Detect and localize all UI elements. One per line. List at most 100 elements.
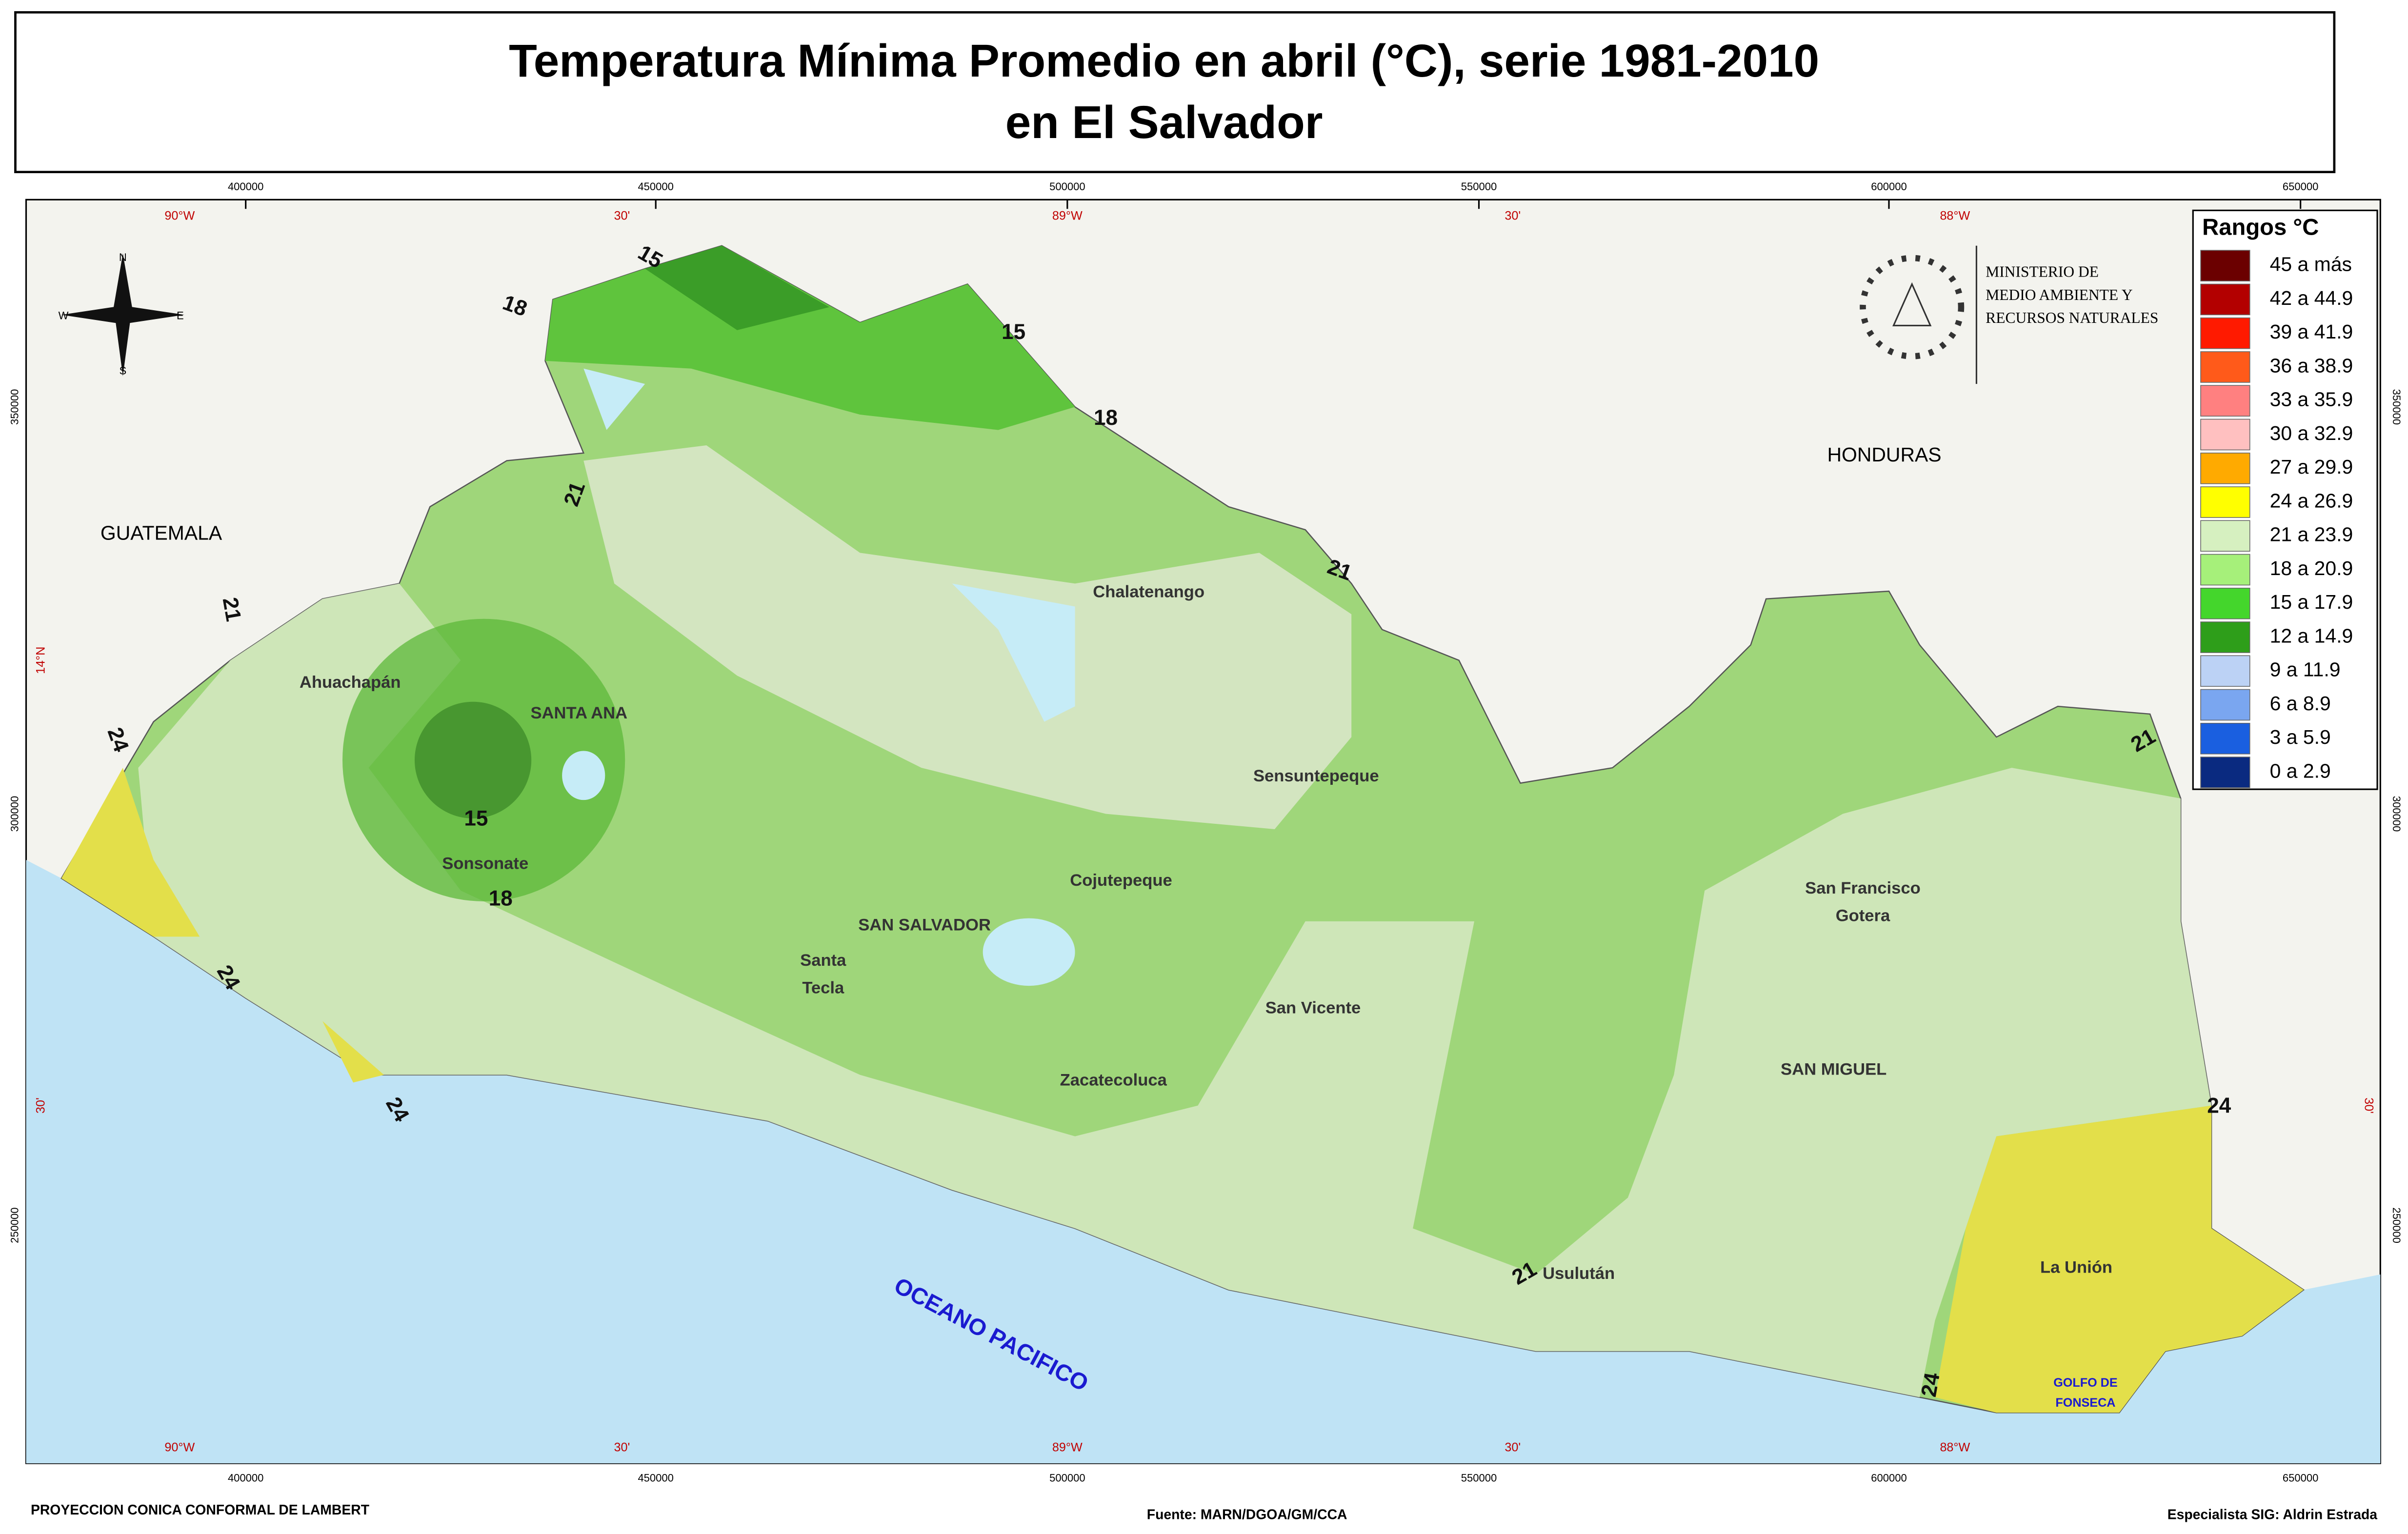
- isotherm-label: 21: [218, 596, 246, 623]
- degree-label: 90°W: [164, 1440, 195, 1454]
- coord-label: 600000: [1871, 180, 1906, 193]
- legend-swatch: [2200, 722, 2250, 755]
- degree-label: 89°W: [1052, 209, 1083, 223]
- title: en El Salvador: [1005, 97, 1323, 148]
- coord-label: 650000: [2283, 180, 2318, 193]
- isotherm-label: 24: [1917, 1371, 1945, 1398]
- legend-swatch: [2200, 250, 2250, 281]
- city-label: Cojutepeque: [1070, 871, 1172, 890]
- legend-label: 27 a 29.9: [2270, 456, 2353, 478]
- legend-label: 39 a 41.9: [2270, 320, 2353, 343]
- legend-swatch: [2200, 351, 2250, 383]
- zone-12-15: [645, 245, 829, 330]
- compass-label: S: [119, 365, 126, 377]
- zone-12-15: [414, 701, 532, 818]
- degree-label: 90°W: [164, 209, 195, 223]
- degree-label: 88°W: [1940, 209, 1970, 223]
- coord-label: 600000: [1871, 1472, 1906, 1484]
- coord-label: 250000: [2390, 1207, 2403, 1243]
- degree-label: 14°N: [34, 647, 48, 674]
- ocean: [26, 859, 2381, 1464]
- coord-label: 550000: [1461, 1472, 1497, 1484]
- footer-source: Fuente: MARN/DGOA/GM/CCA: [1147, 1507, 1347, 1523]
- legend-swatch: [2200, 655, 2250, 687]
- isotherm-label: 24: [2207, 1094, 2231, 1117]
- isotherm-label: 18: [489, 886, 513, 910]
- city-label: SANTA ANA: [530, 704, 627, 722]
- coord-label: 300000: [2390, 796, 2403, 832]
- compass-label: N: [119, 251, 127, 263]
- zone-15-18: [545, 245, 1075, 430]
- legend-swatch: [2200, 486, 2250, 518]
- legend-label: 3 a 5.9: [2270, 726, 2331, 748]
- ministry-name: MINISTERIO DE MEDIO AMBIENTE Y RECURSOS NA…: [1986, 263, 2158, 326]
- ministry-line: MEDIO AMBIENTE Y: [1986, 286, 2132, 303]
- compass-label: E: [177, 309, 184, 321]
- legend-label: 9 a 11.9: [2270, 658, 2341, 681]
- coord-label: 350000: [2390, 389, 2403, 425]
- legend-swatch: [2200, 757, 2250, 788]
- country-label: HONDURAS: [1827, 443, 1941, 466]
- degree-label: 89°W: [1052, 1440, 1083, 1454]
- legend-label: 21 a 23.9: [2270, 523, 2353, 546]
- graticule: 400000 400000 450000 450000 500000 500000 5500…: [8, 180, 2403, 1484]
- city-label: Chalatenango: [1093, 582, 1204, 601]
- legend-label: 45 a más: [2270, 253, 2352, 276]
- degree-label: 30': [614, 209, 630, 223]
- country-label: GUATEMALA: [100, 521, 222, 544]
- city-label: San Francisco: [1805, 879, 1921, 897]
- degree-label: 30': [614, 1440, 630, 1454]
- zone-21-23: [138, 583, 2212, 1397]
- isotherm-label: 15: [1002, 320, 1025, 344]
- legend-swatch: [2200, 452, 2250, 484]
- city-label: Usulután: [1543, 1264, 1615, 1283]
- gulf-label: GOLFO DE: [2053, 1376, 2117, 1390]
- legend-swatch: [2200, 554, 2250, 586]
- city-label: Sensuntepeque: [1253, 767, 1379, 785]
- compass: N S E W: [59, 251, 184, 377]
- title: Temperatura Mínima Promedio en abril (°C…: [509, 36, 1819, 87]
- coord-label: 500000: [1049, 180, 1085, 193]
- gulf-label: FONSECA: [2055, 1396, 2115, 1410]
- coord-label: 500000: [1049, 1472, 1085, 1484]
- legend-label: 24 a 26.9: [2270, 489, 2353, 512]
- isotherm-label: 15: [464, 807, 488, 831]
- legend-swatch: [2200, 317, 2250, 349]
- legend-label: 0 a 2.9: [2270, 759, 2331, 782]
- compass-rose: [61, 253, 184, 377]
- legend-title: Rangos °C: [2202, 215, 2319, 240]
- degree-label: 88°W: [1940, 1440, 1970, 1454]
- coord-label: 250000: [8, 1207, 20, 1243]
- footer-projection: PROYECCION CONICA CONFORMAL DE LAMBERT: [31, 1502, 369, 1518]
- footer-author: Especialista SIG: Aldrin Estrada: [2167, 1507, 2378, 1523]
- legend-label: 15 a 17.9: [2270, 591, 2353, 613]
- ministry-logo: [1860, 245, 1977, 384]
- city-label: Sonsonate: [442, 855, 528, 873]
- legend-label: 6 a 8.9: [2270, 692, 2331, 715]
- degree-label: 30': [1505, 1440, 1521, 1454]
- degree-label: 30': [34, 1097, 48, 1114]
- isotherm-label: 18: [1094, 406, 1118, 430]
- legend-label: 12 a 14.9: [2270, 624, 2353, 647]
- coord-label: 450000: [638, 180, 673, 193]
- legend-swatch: [2200, 283, 2250, 316]
- city-label: San Vicente: [1265, 998, 1361, 1017]
- ministry-line: RECURSOS NATURALES: [1986, 309, 2158, 326]
- city-label: SAN MIGUEL: [1781, 1060, 1886, 1078]
- city-label: Gotera: [1836, 907, 1890, 925]
- legend-label: 30 a 32.9: [2270, 422, 2353, 444]
- coord-label: 400000: [228, 180, 263, 193]
- coord-label: 550000: [1461, 180, 1497, 193]
- degree-label: 30': [2362, 1097, 2375, 1114]
- lake: [583, 368, 645, 430]
- ministry-line: MINISTERIO DE: [1986, 263, 2099, 280]
- legend-swatch: [2200, 689, 2250, 721]
- zone-24-27: [61, 768, 2304, 1413]
- lake: [562, 751, 605, 800]
- legend-swatch: [2200, 520, 2250, 552]
- zone-21-23: [583, 445, 1352, 829]
- coord-label: 300000: [8, 796, 20, 832]
- lake: [952, 583, 1075, 722]
